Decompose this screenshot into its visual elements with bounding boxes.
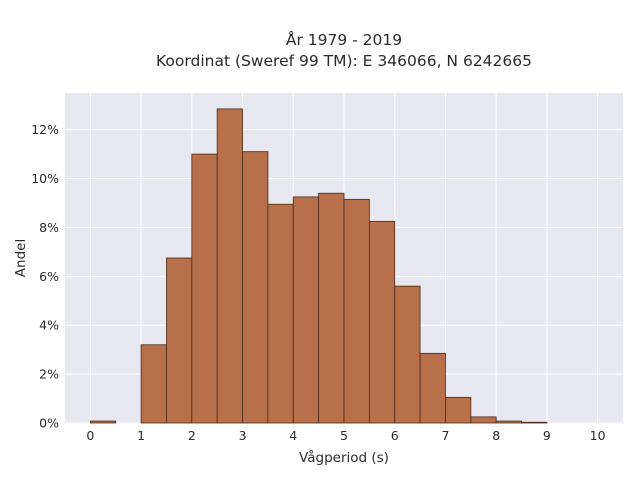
chart-title-line-2: Koordinat (Sweref 99 TM): E 346066, N 62… [156, 52, 532, 70]
histogram-bar [368, 220, 396, 424]
histogram-bar [191, 153, 218, 424]
y-tick-label: 2% [39, 367, 59, 382]
x-tick-label: 8 [492, 428, 500, 443]
x-tick-label: 6 [391, 428, 399, 443]
bars [89, 108, 548, 424]
x-tick-label: 2 [188, 428, 196, 443]
histogram-bar [521, 421, 548, 424]
histogram-bar [343, 198, 370, 424]
x-tick-label: 7 [441, 428, 449, 443]
y-tick-label: 0% [39, 416, 59, 431]
x-tick-labels: 0 1 2 3 4 5 6 7 8 9 10 [86, 428, 605, 443]
histogram-bar [216, 108, 243, 424]
y-tick-label: 6% [39, 269, 59, 284]
histogram-bar [140, 344, 167, 424]
histogram-bar [394, 285, 421, 424]
x-tick-label: 5 [340, 428, 348, 443]
y-tick-label: 12% [31, 122, 59, 137]
histogram-bar [89, 420, 117, 424]
histogram-bar [318, 192, 345, 424]
x-tick-label: 4 [289, 428, 297, 443]
histogram-bar [242, 151, 269, 424]
y-tick-label: 8% [39, 220, 59, 235]
x-tick-label: 1 [137, 428, 145, 443]
histogram-bar [166, 257, 193, 424]
histogram-bar [267, 203, 294, 424]
y-tick-label: 4% [39, 318, 59, 333]
histogram-bar [470, 416, 497, 424]
x-tick-label: 3 [239, 428, 247, 443]
x-tick-label: 0 [86, 428, 94, 443]
y-tick-labels: 0% 2% 4% 6% 8% 10% 12% [31, 122, 59, 430]
histogram-bar [419, 352, 446, 424]
histogram-bar [495, 420, 522, 424]
x-axis-label: Vågperiod (s) [299, 449, 389, 466]
y-tick-label: 10% [31, 171, 59, 186]
histogram-bar [292, 196, 320, 424]
y-axis-label: Andel [13, 239, 29, 277]
x-tick-label: 10 [590, 428, 606, 443]
histogram-bar [445, 396, 472, 424]
chart-title-line-1: År 1979 - 2019 [286, 30, 402, 49]
x-tick-label: 9 [543, 428, 551, 443]
